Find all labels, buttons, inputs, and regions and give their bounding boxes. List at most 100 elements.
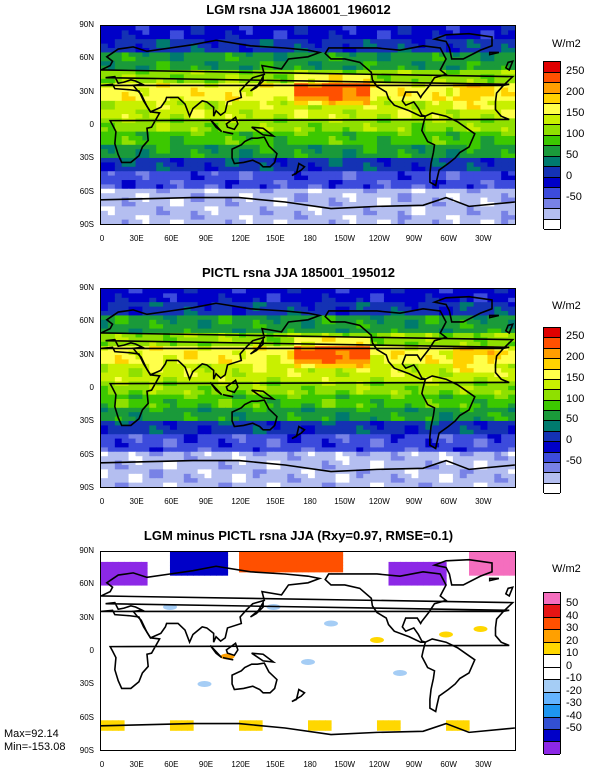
colorbar3-unit: W/m2 bbox=[552, 563, 581, 575]
y-tick-label: 0 bbox=[89, 646, 94, 655]
y-tick-label: 30S bbox=[79, 416, 94, 426]
y-tick-label: 90N bbox=[79, 546, 94, 555]
colorbar-swatch bbox=[544, 483, 560, 494]
x-tick-label: 90W bbox=[405, 760, 423, 769]
colorbar-label: -50 bbox=[566, 454, 582, 467]
x-tick-label: 30W bbox=[475, 760, 492, 769]
colorbar-swatch bbox=[544, 93, 560, 104]
y-tick-label: 60S bbox=[79, 712, 94, 722]
y-tick-label: 90S bbox=[79, 746, 94, 755]
colorbar-swatch bbox=[544, 379, 560, 391]
colorbar-label: -30 bbox=[566, 697, 582, 710]
colorbar-label: 100 bbox=[566, 127, 585, 140]
colorbar-swatch bbox=[544, 219, 560, 230]
y-tick-label: 90N bbox=[79, 20, 94, 29]
colorbar-swatch bbox=[544, 605, 560, 618]
x-tick-label: 0 bbox=[99, 760, 105, 769]
x-tick-label: 120W bbox=[368, 760, 390, 769]
colorbar-label: 150 bbox=[566, 371, 585, 384]
x-tick-label: 0 bbox=[99, 234, 105, 243]
colorbar-label: -20 bbox=[566, 684, 582, 697]
x-tick-label: 120E bbox=[231, 760, 250, 769]
y-tick-label: 60N bbox=[79, 53, 94, 63]
y-tick-label: 90N bbox=[79, 283, 94, 292]
x-tick-label: 150E bbox=[265, 234, 285, 243]
colorbar-swatch bbox=[544, 125, 560, 136]
panel3-map bbox=[100, 551, 516, 751]
x-tick-label: 150W bbox=[334, 497, 356, 506]
colorbar-swatch bbox=[544, 167, 560, 178]
x-tick-label: 0 bbox=[99, 497, 105, 506]
colorbar-swatch bbox=[544, 442, 560, 453]
x-tick-label: 90E bbox=[198, 760, 214, 769]
colorbar2-unit: W/m2 bbox=[552, 300, 581, 312]
y-tick-label: 60S bbox=[79, 186, 94, 196]
colorbar-label: 50 bbox=[566, 597, 579, 610]
colorbar-swatch bbox=[544, 390, 560, 401]
map-svg bbox=[101, 552, 515, 750]
colorbar-label: -50 bbox=[566, 190, 582, 203]
x-tick-label: 90E bbox=[198, 497, 214, 506]
coastlines bbox=[101, 32, 515, 210]
field-cells bbox=[101, 26, 515, 224]
colorbar-swatch bbox=[544, 62, 560, 73]
x-tick-label: 60W bbox=[440, 760, 457, 769]
colorbar-swatch bbox=[544, 692, 560, 706]
x-tick-label: 60E bbox=[164, 497, 179, 506]
colorbar1 bbox=[543, 61, 561, 230]
x-tick-label: 90W bbox=[405, 497, 423, 506]
colorbar2 bbox=[543, 327, 561, 494]
colorbar-label: 150 bbox=[566, 106, 585, 119]
x-tick-label: 180 bbox=[303, 760, 317, 769]
colorbar-label: 10 bbox=[566, 647, 579, 660]
colorbar-swatch bbox=[544, 359, 560, 370]
colorbar-label: 200 bbox=[566, 351, 585, 364]
x-tick-label: 60W bbox=[440, 234, 457, 243]
colorbar-swatch bbox=[544, 617, 560, 631]
y-tick-label: 0 bbox=[89, 383, 94, 392]
x-tick-label: 30E bbox=[129, 497, 144, 506]
y-tick-label: 30S bbox=[79, 153, 94, 163]
x-tick-label: 60E bbox=[164, 760, 179, 769]
colorbar-swatch bbox=[544, 146, 560, 157]
panel3-title: LGM minus PICTL rsna JJA (Rxy=0.97, RMSE… bbox=[143, 528, 454, 543]
x-tick-label: 120W bbox=[368, 234, 390, 243]
x-tick-label: 120E bbox=[231, 497, 250, 506]
colorbar-swatch bbox=[544, 421, 560, 432]
y-tick-label: 90S bbox=[79, 220, 94, 229]
colorbar-label: 0 bbox=[566, 659, 573, 672]
x-tick-label: 30E bbox=[129, 760, 144, 769]
colorbar-swatch bbox=[544, 642, 560, 656]
colorbar-swatch bbox=[544, 667, 560, 681]
colorbar-swatch bbox=[544, 705, 560, 718]
max-value-text: Max=92.14 bbox=[4, 728, 59, 740]
colorbar-swatch bbox=[544, 462, 560, 474]
coastlines bbox=[101, 558, 515, 736]
x-tick-label: 120E bbox=[231, 234, 250, 243]
map-svg bbox=[101, 26, 515, 224]
colorbar-swatch bbox=[544, 729, 560, 743]
panel2-title: PICTL rsna JJA 185001_195012 bbox=[202, 265, 395, 280]
y-tick-label: 60N bbox=[79, 316, 94, 326]
colorbar-swatch bbox=[544, 328, 560, 339]
x-tick-label: 30E bbox=[129, 234, 144, 243]
field-cells bbox=[101, 552, 515, 750]
x-tick-label: 30W bbox=[475, 497, 492, 506]
x-tick-label: 90E bbox=[198, 234, 214, 243]
colorbar-label: 30 bbox=[566, 622, 579, 635]
y-tick-label: 0 bbox=[89, 120, 94, 129]
colorbar-label: -40 bbox=[566, 709, 582, 722]
colorbar-swatch bbox=[544, 680, 560, 693]
colorbar1-unit: W/m2 bbox=[552, 38, 581, 50]
colorbar-label: 50 bbox=[566, 413, 579, 426]
x-tick-label: 90W bbox=[405, 234, 423, 243]
x-tick-label: 30W bbox=[475, 234, 492, 243]
x-tick-label: 150E bbox=[265, 497, 285, 506]
x-tick-label: 60W bbox=[440, 497, 457, 506]
colorbar-label: 0 bbox=[566, 169, 573, 182]
colorbar-label: 50 bbox=[566, 148, 579, 161]
y-tick-label: 30N bbox=[79, 349, 94, 359]
x-tick-label: 150E bbox=[265, 760, 285, 769]
colorbar-swatch bbox=[544, 742, 560, 755]
colorbar-swatch bbox=[544, 593, 560, 606]
